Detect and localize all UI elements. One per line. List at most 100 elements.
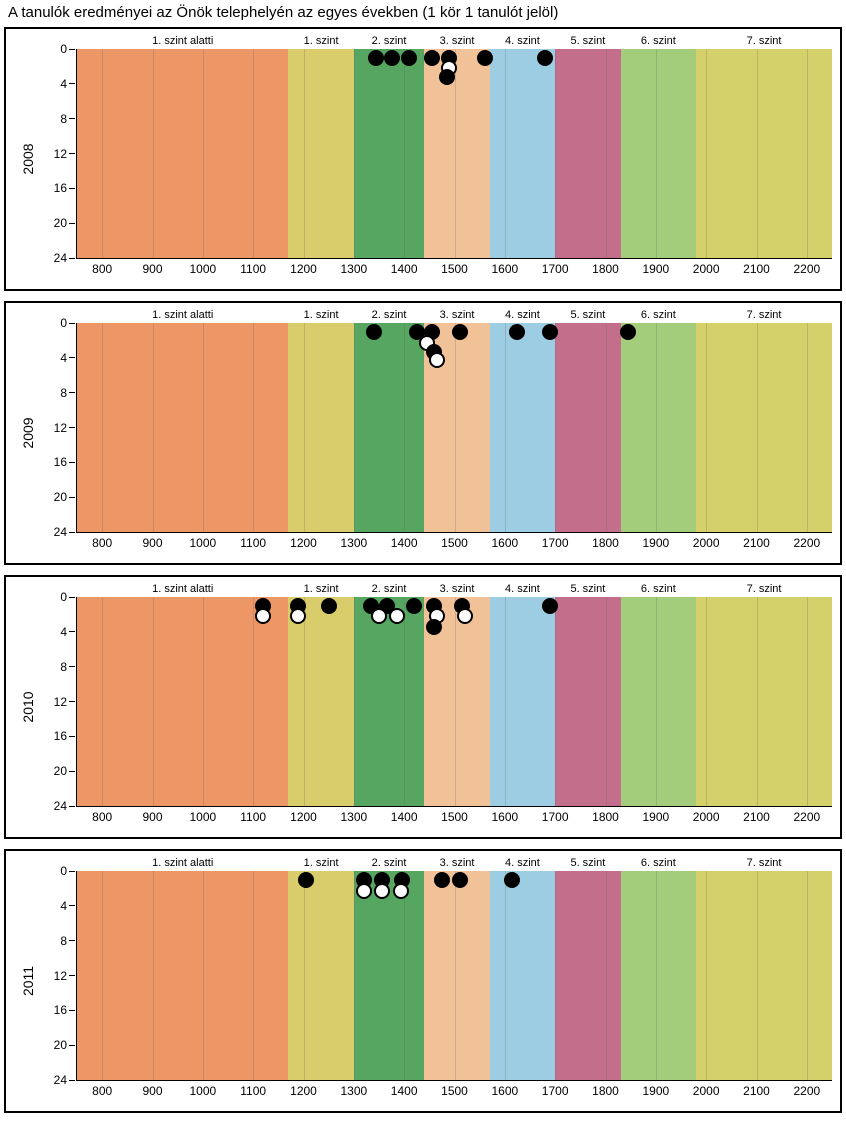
x-tick-label: 1000 xyxy=(189,810,216,824)
x-gridline xyxy=(656,597,657,806)
x-tick-label: 2100 xyxy=(743,536,770,550)
data-point xyxy=(371,608,387,624)
x-gridline xyxy=(354,323,355,532)
level-band-label: 3. szint xyxy=(440,583,475,595)
level-band xyxy=(424,49,489,258)
level-band xyxy=(354,871,424,1080)
level-band xyxy=(555,323,620,532)
x-gridline xyxy=(354,597,355,806)
x-tick-label: 2200 xyxy=(793,262,820,276)
x-gridline xyxy=(354,49,355,258)
x-tick-label: 1100 xyxy=(240,536,266,550)
y-tick xyxy=(69,497,75,498)
y-tick-label: 8 xyxy=(60,112,67,126)
y-tick xyxy=(69,188,75,189)
x-gridline xyxy=(505,871,506,1080)
panel-2008: 2008 1. szint alatti 1. szint 2. szint 3. sz… xyxy=(4,27,842,291)
level-band-label: 1. szint alatti xyxy=(152,35,213,47)
level-band xyxy=(77,597,288,806)
y-tick xyxy=(69,771,75,772)
level-band-label: 7. szint xyxy=(747,583,782,595)
level-band xyxy=(77,871,288,1080)
level-band xyxy=(354,597,424,806)
level-band xyxy=(555,49,620,258)
y-tick xyxy=(69,223,75,224)
y-tick xyxy=(69,806,75,807)
plot-wrap: 1. szint alatti1. szint2. szint3. szint4… xyxy=(76,323,832,533)
x-tick-label: 800 xyxy=(92,262,112,276)
level-band xyxy=(77,323,288,532)
y-tick xyxy=(69,118,75,119)
x-gridline xyxy=(757,597,758,806)
level-band xyxy=(621,49,697,258)
plot-area: 1. szint alatti1. szint2. szint3. szint4… xyxy=(76,323,832,533)
level-band-label: 1. szint xyxy=(304,35,339,47)
year-label: 2010 xyxy=(20,691,36,722)
x-tick-label: 1400 xyxy=(391,262,418,276)
data-point xyxy=(393,883,409,899)
level-band xyxy=(696,597,832,806)
x-gridline xyxy=(404,597,405,806)
level-band-label: 1. szint alatti xyxy=(152,857,213,869)
y-tick-label: 16 xyxy=(54,455,67,469)
level-band xyxy=(490,871,555,1080)
x-tick-label: 2000 xyxy=(693,810,720,824)
data-point xyxy=(452,872,468,888)
level-band-label: 1. szint xyxy=(304,583,339,595)
plot-area: 1. szint alatti1. szint2. szint3. szint4… xyxy=(76,871,832,1081)
x-tick-label: 1500 xyxy=(441,262,468,276)
y-tick-label: 20 xyxy=(54,490,67,504)
x-gridline xyxy=(153,871,154,1080)
x-gridline xyxy=(203,323,204,532)
x-tick-label: 1000 xyxy=(189,262,216,276)
y-tick-label: 4 xyxy=(60,351,67,365)
panel-2010: 20101. szint alatti1. szint2. szint3. sz… xyxy=(4,575,842,839)
level-band-label: 1. szint alatti xyxy=(152,583,213,595)
y-tick xyxy=(69,701,75,702)
x-gridline xyxy=(555,597,556,806)
y-tick xyxy=(69,357,75,358)
data-point xyxy=(366,324,382,340)
x-gridline xyxy=(555,871,556,1080)
panels-container: 20081. szint alatti1. szint2. szint3. sz… xyxy=(4,27,842,1113)
x-tick-label: 1900 xyxy=(642,262,669,276)
x-tick-label: 1600 xyxy=(491,810,518,824)
y-tick xyxy=(69,1080,75,1081)
data-point xyxy=(406,598,422,614)
x-tick-label: 1900 xyxy=(642,536,669,550)
y-tick xyxy=(69,1045,75,1046)
x-tick-label: 1900 xyxy=(642,810,669,824)
x-gridline xyxy=(102,597,103,806)
y-tick xyxy=(69,736,75,737)
x-gridline xyxy=(606,597,607,806)
x-gridline xyxy=(505,323,506,532)
y-tick xyxy=(69,631,75,632)
data-point xyxy=(509,324,525,340)
x-tick-label: 1300 xyxy=(340,810,367,824)
level-band-label: 2. szint xyxy=(372,35,407,47)
data-point xyxy=(542,598,558,614)
level-band-label: 1. szint alatti xyxy=(152,309,213,321)
x-gridline xyxy=(505,49,506,258)
y-tick-label: 20 xyxy=(54,216,67,230)
y-tick-label: 16 xyxy=(54,181,67,195)
data-point xyxy=(620,324,636,340)
x-gridline xyxy=(102,49,103,258)
level-band xyxy=(555,871,620,1080)
year-label: 2008 xyxy=(20,143,36,174)
level-band-label: 6. szint xyxy=(641,857,676,869)
x-tick-label: 1200 xyxy=(290,810,317,824)
year-label: 2011 xyxy=(20,966,36,996)
page-title: A tanulók eredményei az Önök telephelyén… xyxy=(8,4,842,21)
data-point xyxy=(426,619,442,635)
x-gridline xyxy=(253,871,254,1080)
level-band-label: 4. szint xyxy=(505,309,540,321)
level-band-label: 3. szint xyxy=(440,35,475,47)
y-tick xyxy=(69,427,75,428)
data-point xyxy=(298,872,314,888)
x-tick-label: 2200 xyxy=(793,536,820,550)
y-tick-label: 8 xyxy=(60,934,67,948)
data-point xyxy=(401,50,417,66)
panel-2009: 20091. szint alatti1. szint2. szint3. sz… xyxy=(4,301,842,565)
y-tick xyxy=(69,940,75,941)
